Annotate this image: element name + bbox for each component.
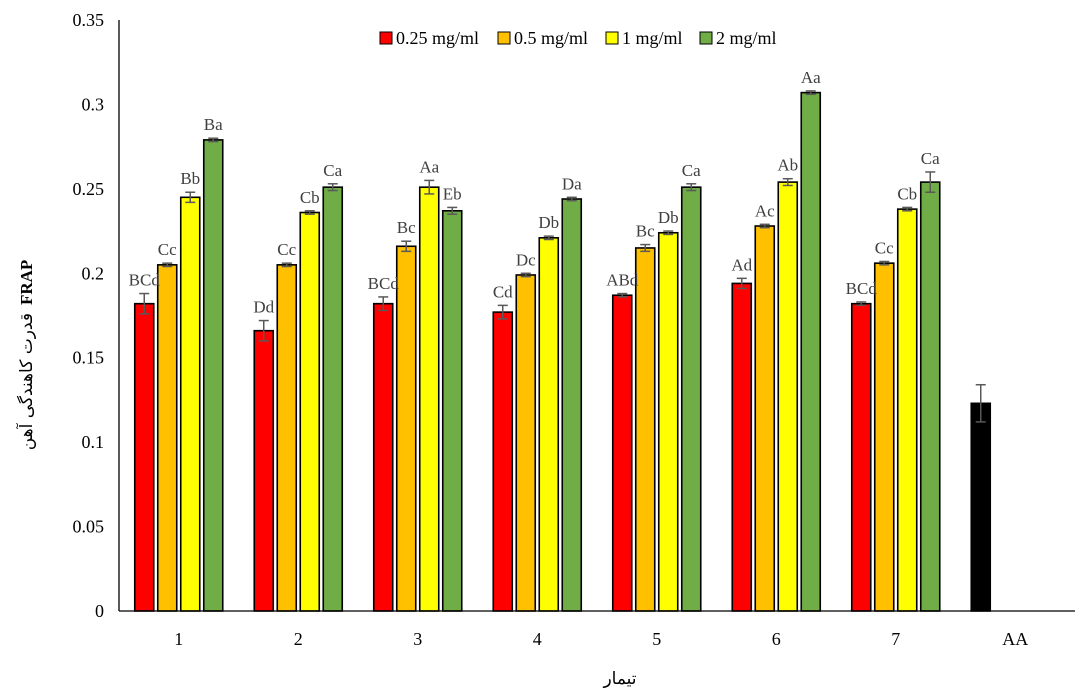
x-tick-label: 6 bbox=[772, 629, 781, 649]
data-label: Cb bbox=[300, 188, 320, 207]
bar bbox=[919, 181, 941, 612]
bar bbox=[873, 262, 895, 612]
bar bbox=[322, 186, 344, 612]
bar bbox=[515, 274, 537, 612]
bar bbox=[561, 198, 583, 612]
legend-label: 1 mg/ml bbox=[622, 28, 683, 48]
y-tick-label: 0 bbox=[95, 601, 104, 621]
y-tick-label: 0.15 bbox=[73, 348, 105, 368]
data-labels: BCd Dd BCd Cd ABd Ad BCd Cc Cc Bc Dc Bc Ac Cc Bb Cb Aa Db… bbox=[129, 68, 940, 317]
data-label: Bc bbox=[397, 218, 416, 237]
bar bbox=[299, 211, 321, 612]
bar bbox=[634, 247, 656, 612]
bar-reference bbox=[970, 402, 992, 612]
bar bbox=[253, 329, 275, 612]
x-tick-label: AA bbox=[1002, 629, 1028, 649]
bar bbox=[611, 294, 633, 612]
bar bbox=[395, 245, 417, 612]
data-label: Ac bbox=[755, 201, 775, 220]
bar bbox=[680, 186, 702, 612]
x-tick-label: 5 bbox=[652, 629, 661, 649]
x-tick-label: 3 bbox=[413, 629, 422, 649]
bar bbox=[657, 231, 679, 612]
bar bbox=[492, 311, 514, 612]
data-label: Cc bbox=[277, 240, 296, 259]
y-axis-title: قدرت کاهندگی آهن FRAP bbox=[15, 260, 37, 451]
data-label: BCd bbox=[846, 279, 878, 298]
data-label: Ba bbox=[204, 115, 223, 134]
bar bbox=[896, 208, 918, 612]
legend-label: 0.5 mg/ml bbox=[514, 28, 588, 48]
data-label: Cc bbox=[875, 238, 894, 257]
x-axis-title: تیمار bbox=[602, 669, 636, 689]
bar bbox=[441, 210, 463, 612]
bar bbox=[538, 237, 560, 612]
bar bbox=[850, 302, 872, 612]
x-axis-ticks: 1 2 3 4 5 6 7 AA bbox=[174, 629, 1028, 649]
data-label: Db bbox=[538, 213, 559, 232]
data-label: Ab bbox=[777, 156, 798, 175]
data-label: Bb bbox=[180, 169, 200, 188]
bar bbox=[133, 302, 155, 612]
bars bbox=[133, 90, 992, 612]
legend-swatch bbox=[379, 31, 393, 45]
y-tick-label: 0.05 bbox=[73, 517, 105, 537]
legend: 0.25 mg/ml 0.5 mg/ml 1 mg/ml 2 mg/ml bbox=[379, 28, 777, 48]
data-label: BCd bbox=[368, 274, 400, 293]
axes bbox=[118, 20, 1075, 612]
bar bbox=[156, 264, 178, 612]
legend-label: 0.25 mg/ml bbox=[396, 28, 479, 48]
y-axis-title-text: قدرت کاهندگی آهن bbox=[15, 313, 37, 450]
bar bbox=[731, 282, 753, 612]
y-tick-label: 0.1 bbox=[82, 432, 105, 452]
y-axis-ticks: 0 0.05 0.1 0.15 0.2 0.25 0.3 0.35 bbox=[73, 10, 105, 621]
y-tick-label: 0.25 bbox=[73, 179, 105, 199]
data-label: Db bbox=[658, 208, 679, 227]
data-label: Dd bbox=[253, 298, 274, 317]
legend-swatch bbox=[699, 31, 713, 45]
bar bbox=[418, 186, 440, 612]
x-tick-label: 7 bbox=[891, 629, 900, 649]
data-label: Da bbox=[562, 174, 582, 193]
legend-swatch bbox=[497, 31, 511, 45]
data-label: Ca bbox=[323, 161, 342, 180]
bar bbox=[372, 302, 394, 612]
bar bbox=[800, 91, 822, 612]
bar bbox=[777, 181, 799, 612]
bar bbox=[276, 264, 298, 612]
data-label: Aa bbox=[801, 68, 821, 87]
data-label: Ca bbox=[921, 149, 940, 168]
bar bbox=[202, 139, 224, 612]
data-label: Eb bbox=[443, 184, 462, 203]
x-tick-label: 4 bbox=[533, 629, 542, 649]
data-label: Cc bbox=[158, 240, 177, 259]
bar bbox=[754, 225, 776, 612]
data-label: Cb bbox=[897, 184, 917, 203]
data-label: BCd bbox=[129, 271, 161, 290]
x-tick-label: 1 bbox=[174, 629, 183, 649]
data-label: Aa bbox=[419, 157, 439, 176]
bar bbox=[179, 196, 201, 612]
x-tick-label: 2 bbox=[294, 629, 303, 649]
data-label: Ca bbox=[682, 161, 701, 180]
data-label: ABd bbox=[606, 271, 639, 290]
y-tick-label: 0.2 bbox=[82, 263, 105, 283]
y-tick-label: 0.3 bbox=[82, 94, 105, 114]
y-axis-title-frap: FRAP bbox=[17, 260, 36, 305]
data-label: Ad bbox=[731, 255, 752, 274]
data-label: Cd bbox=[493, 282, 513, 301]
legend-swatch bbox=[605, 31, 619, 45]
data-label: Bc bbox=[636, 222, 655, 241]
data-label: Dc bbox=[516, 250, 536, 269]
legend-label: 2 mg/ml bbox=[716, 28, 777, 48]
y-tick-label: 0.35 bbox=[73, 10, 105, 30]
